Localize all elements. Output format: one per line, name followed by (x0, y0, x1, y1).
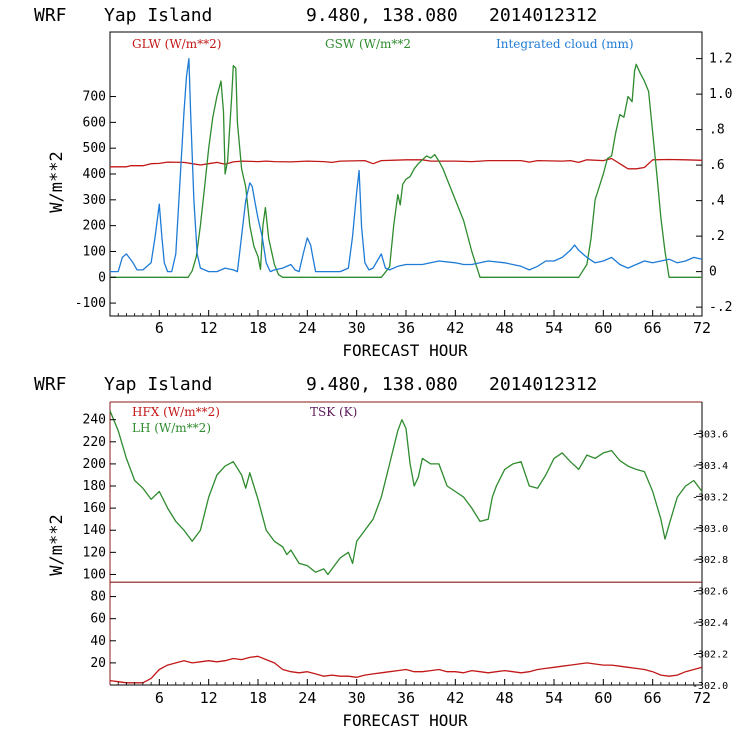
bottom-y-tick-label: 80 (90, 590, 106, 605)
bottom-right-tick-label: -303.4 (692, 461, 728, 472)
top-x-tick-label: 24 (298, 319, 316, 337)
bottom-right-tick-label: -302.4 (692, 618, 728, 629)
bottom-y-tick-label: 40 (90, 634, 106, 649)
bottom-x-axis: 6 12 18 24 30 36 42 48 54 60 66 72 (117, 679, 711, 707)
bottom-y-tick-label: 160 (83, 501, 106, 516)
top-legend-gsw: GSW (W/m**2 (325, 37, 411, 51)
top-left-axis: -100 0 100 200 300 400 500 600 700 (75, 90, 116, 311)
bottom-y-tick-label: 220 (83, 435, 106, 450)
top-y-tick-label: 200 (83, 219, 106, 234)
top-y-tick-label: 400 (83, 167, 106, 182)
top-right-tick-label: 0 (709, 265, 717, 280)
bottom-panel: WRF Yap Island 9.480, 138.080 2014012312… (34, 374, 728, 730)
top-right-tick-label: .2 (709, 229, 725, 244)
top-x-axis-label: FORECAST HOUR (342, 341, 468, 360)
bottom-legend-hfx: HFX (W/m**2) (132, 405, 220, 419)
bottom-y-tick-label: 100 (83, 567, 106, 582)
top-legend-glw: GLW (W/m**2) (132, 37, 221, 51)
bottom-right-tick-label: -303.2 (692, 492, 728, 503)
top-header-location: Yap Island (104, 5, 212, 26)
top-y-tick-label: -100 (75, 296, 106, 311)
top-x-tick-label: 66 (644, 319, 662, 337)
top-plot-frame (109, 31, 703, 317)
top-y-tick-label: 700 (83, 90, 106, 105)
top-y-tick-label: 500 (83, 141, 106, 156)
bottom-x-axis-label: FORECAST HOUR (342, 711, 468, 730)
bottom-right-tick-label: -303.6 (692, 429, 728, 440)
top-x-tick-label: 42 (446, 319, 464, 337)
top-x-tick-label: 54 (545, 319, 563, 337)
top-x-tick-label: 36 (397, 319, 415, 337)
bottom-x-tick-label: 48 (496, 689, 514, 707)
top-series-line-1 (110, 63, 702, 278)
top-x-tick-label: 60 (594, 319, 612, 337)
bottom-y-tick-label: 180 (83, 479, 106, 494)
bottom-header-run: 2014012312 (489, 374, 597, 395)
top-series-line-0 (110, 157, 703, 170)
bottom-x-tick-label: 60 (594, 689, 612, 707)
bottom-legend-lh: LH (W/m**2) (132, 421, 211, 435)
bottom-y-tick-label: 140 (83, 523, 106, 538)
top-x-axis: 6 12 18 24 30 36 42 48 54 60 66 72 (117, 310, 711, 337)
bottom-x-tick-label: 12 (200, 689, 218, 707)
top-x-tick-label: 30 (348, 319, 366, 337)
top-right-tick-label: .8 (709, 123, 725, 138)
bottom-header-coords: 9.480, 138.080 (306, 374, 458, 395)
top-x-tick-label: 6 (155, 319, 164, 337)
bottom-series-line-0 (109, 655, 703, 684)
top-header-run: 2014012312 (489, 5, 597, 26)
bottom-header-location: Yap Island (104, 374, 212, 395)
top-header-coords: 9.480, 138.080 (306, 5, 458, 26)
top-x-tick-label: 12 (200, 319, 218, 337)
bottom-x-tick-label: 30 (348, 689, 366, 707)
top-right-tick-label: .6 (709, 158, 725, 173)
bottom-x-tick-label: 54 (545, 689, 563, 707)
top-legend-cloud: Integrated cloud (mm) (496, 37, 634, 51)
bottom-y-tick-label: 60 (90, 612, 106, 627)
bottom-y-tick-label: 20 (90, 656, 106, 671)
top-right-tick-label: 1.2 (709, 52, 732, 67)
bottom-legend-tsk: TSK (K) (310, 405, 357, 419)
bottom-right-tick-label: -302.6 (692, 587, 728, 598)
bottom-x-tick-label: 6 (155, 689, 164, 707)
top-y-tick-label: 0 (98, 270, 106, 285)
top-y-tick-label: 300 (83, 193, 106, 208)
top-header-model: WRF (34, 5, 67, 26)
top-panel: WRF Yap Island 9.480, 138.080 2014012312… (34, 5, 732, 360)
bottom-series-line-1 (109, 410, 703, 576)
bottom-right-tick-label: -302.2 (692, 650, 728, 661)
bottom-x-tick-label: 24 (298, 689, 316, 707)
top-y-axis-label: W/m**2 (47, 151, 67, 212)
bottom-x-tick-label: 42 (446, 689, 464, 707)
bottom-right-tick-label: -302.0 (692, 681, 728, 692)
top-series-group (110, 57, 703, 278)
bottom-series-group (109, 410, 703, 684)
bottom-x-tick-label: 36 (397, 689, 415, 707)
bottom-y-tick-label: 240 (83, 413, 106, 428)
bottom-right-axis: -302.0 -302.2 -302.4 -302.6 -302.8 -303.0 -303… (692, 429, 728, 692)
top-right-tick-label: .4 (709, 194, 725, 209)
bottom-left-axis: 20 40 60 80 100 120 140 160 180 200 220 240 (83, 413, 116, 671)
top-y-tick-label: 100 (83, 244, 106, 259)
top-right-tick-label: -.2 (709, 300, 732, 315)
top-x-tick-label: 18 (249, 319, 267, 337)
bottom-x-tick-label: 66 (644, 689, 662, 707)
bottom-y-tick-label: 200 (83, 457, 106, 472)
bottom-header-model: WRF (34, 374, 67, 395)
bottom-y-tick-label: 120 (83, 545, 106, 560)
bottom-y-axis-label: W/m**2 (47, 514, 67, 575)
bottom-right-tick-label: -302.8 (692, 555, 728, 566)
bottom-x-tick-label: 18 (249, 689, 267, 707)
top-y-tick-label: 600 (83, 115, 106, 130)
top-x-tick-label: 48 (496, 319, 514, 337)
bottom-right-tick-label: -303.0 (692, 524, 728, 535)
top-right-tick-label: 1.0 (709, 87, 732, 102)
top-x-tick-label: 72 (693, 319, 711, 337)
bottom-x-tick-label: 72 (693, 689, 711, 707)
top-series-line-2 (110, 57, 703, 273)
top-right-axis: -.2 0 .2 .4 .6 .8 1.0 1.2 (696, 52, 732, 315)
